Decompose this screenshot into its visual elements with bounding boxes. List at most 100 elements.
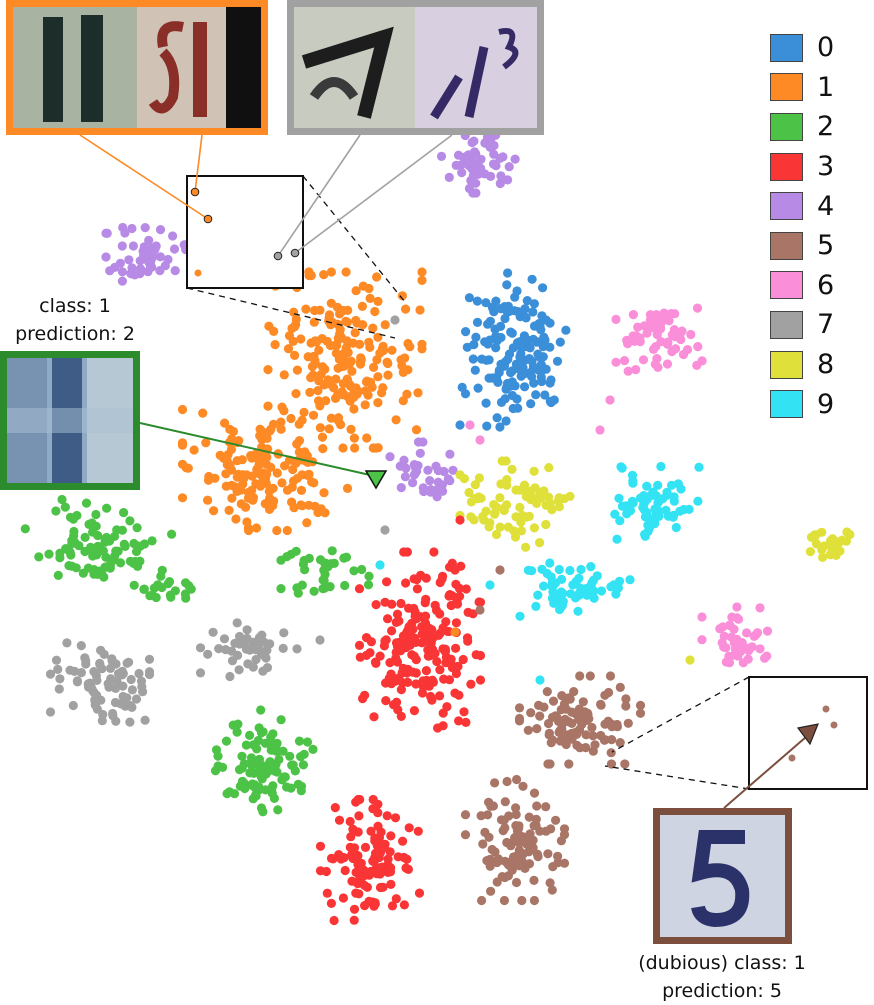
data-point-class-5 xyxy=(522,839,532,849)
data-point-class-3 xyxy=(420,611,431,621)
data-point-class-2 xyxy=(261,769,271,779)
data-point-class-7 xyxy=(144,667,155,677)
legend-swatch xyxy=(770,350,803,379)
data-point-class-9 xyxy=(515,611,525,621)
data-point-class-5 xyxy=(514,823,524,833)
data-point-class-3 xyxy=(425,651,435,661)
data-point-class-7 xyxy=(390,315,400,325)
data-point-class-2 xyxy=(241,740,251,750)
data-point-class-1 xyxy=(387,345,397,355)
data-point-class-2 xyxy=(273,805,283,815)
data-point-class-1 xyxy=(234,436,244,446)
data-point-class-2 xyxy=(20,524,30,534)
data-point-class-5 xyxy=(500,823,510,833)
data-point-class-7 xyxy=(144,654,155,664)
zoom-box-top xyxy=(186,175,304,289)
data-point-class-3 xyxy=(355,872,365,882)
data-point-class-5 xyxy=(477,895,487,906)
data-point-class-5 xyxy=(529,875,539,886)
data-point-class-3 xyxy=(394,637,404,648)
data-point-class-0 xyxy=(520,304,530,314)
data-point-class-7 xyxy=(90,696,100,706)
data-point-class-3 xyxy=(385,658,395,668)
data-point-class-6 xyxy=(735,647,746,657)
data-point-class-9 xyxy=(673,479,683,489)
data-point-class-9 xyxy=(557,574,567,585)
data-point-class-9 xyxy=(640,531,650,541)
data-point-class-1 xyxy=(247,485,257,495)
data-point-class-1 xyxy=(290,322,300,332)
data-point-class-3 xyxy=(459,707,469,717)
data-point-class-7 xyxy=(62,638,72,648)
data-point-class-1 xyxy=(364,337,374,347)
caption-misclassified: class: 1 prediction: 2 xyxy=(0,292,150,348)
data-point-class-3 xyxy=(375,651,385,661)
data-point-class-9 xyxy=(694,462,704,472)
data-point-class-7 xyxy=(122,693,132,703)
data-point-class-1 xyxy=(372,355,382,365)
legend-item-1: 1 xyxy=(770,68,834,108)
data-point-class-3 xyxy=(315,866,326,876)
data-point-class-3 xyxy=(399,547,409,557)
data-point-class-8 xyxy=(525,488,535,499)
data-point-class-8 xyxy=(516,517,526,527)
data-point-class-5 xyxy=(499,895,509,906)
data-point-class-9 xyxy=(669,496,679,506)
data-point-class-9 xyxy=(654,497,664,507)
data-point-class-7 xyxy=(92,704,102,714)
data-point-class-1 xyxy=(198,408,208,418)
data-point-class-6 xyxy=(611,357,621,367)
data-point-class-0 xyxy=(472,296,482,306)
data-point-class-8 xyxy=(829,547,839,557)
data-point-class-1 xyxy=(324,310,335,320)
data-point-class-3 xyxy=(383,614,393,624)
data-point-class-2 xyxy=(321,558,331,568)
data-point-class-2 xyxy=(86,542,96,553)
data-point-class-3 xyxy=(373,821,383,831)
data-point-class-5 xyxy=(535,711,545,721)
data-point-class-2 xyxy=(239,778,249,788)
data-point-class-3 xyxy=(396,711,406,722)
data-point-class-7 xyxy=(106,674,116,684)
data-point-class-3 xyxy=(451,579,461,589)
data-point-class-5 xyxy=(569,687,579,697)
data-point-class-1 xyxy=(209,506,219,516)
data-point-class-9 xyxy=(576,583,586,593)
data-point-class-5 xyxy=(596,700,606,710)
data-point-class-8 xyxy=(489,500,499,510)
data-point-class-6 xyxy=(727,612,737,622)
data-point-class-2 xyxy=(364,571,374,581)
data-point-class-1 xyxy=(268,483,278,493)
data-point-class-9 xyxy=(568,580,578,590)
data-point-class-4 xyxy=(396,483,406,493)
data-point-class-3 xyxy=(366,826,376,836)
data-point-class-0 xyxy=(538,283,548,293)
data-point-class-2 xyxy=(282,552,292,562)
data-point-class-0 xyxy=(513,359,524,369)
data-point-class-9 xyxy=(617,463,627,473)
data-point-class-3 xyxy=(340,865,350,876)
data-point-class-1 xyxy=(383,358,393,369)
legend-label: 5 xyxy=(817,230,835,262)
data-point-class-9 xyxy=(587,589,597,599)
data-point-class-2 xyxy=(319,565,329,575)
data-point-class-8 xyxy=(811,539,822,549)
thumbnail-misclassified xyxy=(0,351,140,490)
data-point-class-0 xyxy=(538,352,548,362)
zoomed-point xyxy=(203,214,213,224)
data-point-class-3 xyxy=(475,650,486,661)
data-point-class-4 xyxy=(464,183,474,194)
data-point-class-1 xyxy=(372,272,382,282)
data-point-class-7 xyxy=(72,676,82,686)
data-point-class-3 xyxy=(468,609,478,619)
data-point-class-1 xyxy=(347,366,357,376)
data-point-class-4 xyxy=(489,149,499,159)
data-point-class-5 xyxy=(606,748,616,758)
data-point-class-9 xyxy=(554,564,564,575)
data-point-class-3 xyxy=(398,836,408,846)
data-point-class-8 xyxy=(503,522,513,532)
data-point-class-7 xyxy=(262,663,273,673)
data-point-class-9 xyxy=(558,596,568,607)
data-point-class-6 xyxy=(670,332,680,342)
data-point-class-5 xyxy=(575,671,585,681)
